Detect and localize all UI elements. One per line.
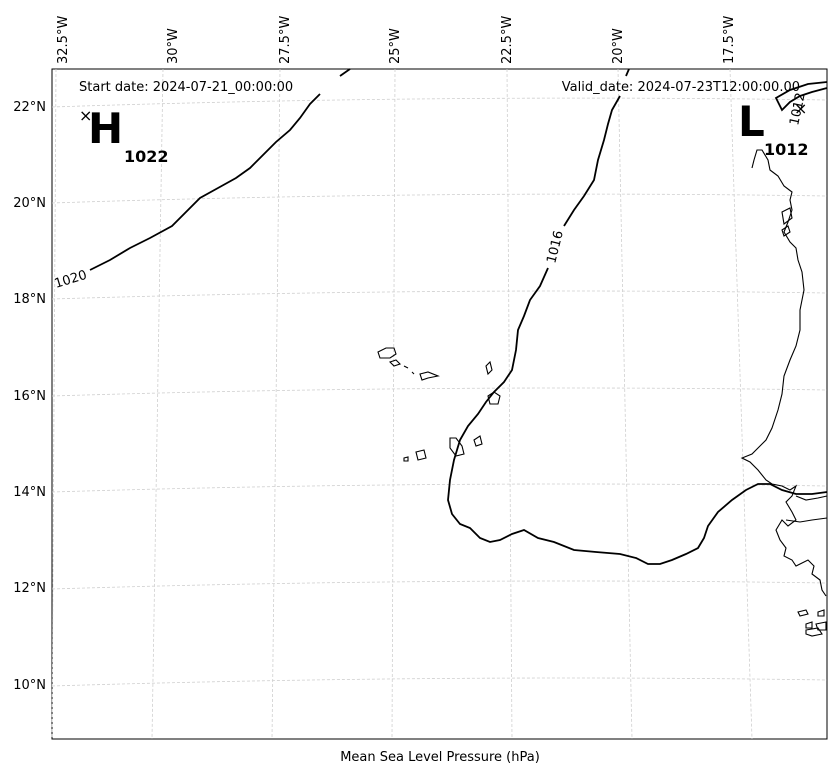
island xyxy=(415,449,427,461)
lat-tick: 22°N xyxy=(13,100,46,115)
high-value: 1022 xyxy=(124,147,169,166)
island xyxy=(411,371,415,375)
x-axis-label: Mean Sea Level Pressure (hPa) xyxy=(340,750,540,765)
lat-tick: 10°N xyxy=(13,678,46,693)
longitude-ticks: 32.5°W 30°W 27.5°W 25°W 22.5°W 20°W 17.5… xyxy=(56,16,737,64)
bissagos-islet xyxy=(817,609,825,617)
lat-tick: 18°N xyxy=(13,292,46,307)
bissagos-islet xyxy=(805,621,813,629)
coastline xyxy=(740,149,828,637)
island xyxy=(388,359,402,367)
high-letter: H xyxy=(88,104,123,153)
low-value: 1012 xyxy=(764,140,809,159)
lat-tick: 20°N xyxy=(13,196,46,211)
bissagos-islet xyxy=(805,627,823,637)
lon-tick: 17.5°W xyxy=(722,16,737,64)
island xyxy=(403,456,409,462)
graticule xyxy=(51,68,828,740)
lon-tick: 32.5°W xyxy=(56,16,71,64)
start-date: Start date: 2024-07-21_00:00:00 xyxy=(79,80,293,95)
africa-coastline xyxy=(740,149,827,597)
low-letter: L xyxy=(738,97,765,146)
lat-tick: 14°N xyxy=(13,485,46,500)
lon-tick: 22.5°W xyxy=(500,16,515,64)
isobar-1012 xyxy=(774,81,828,112)
island xyxy=(449,437,465,457)
isobar-label-1012: 1012 xyxy=(787,91,809,126)
cape-verde-islands xyxy=(377,347,501,462)
lat-tick: 12°N xyxy=(13,581,46,596)
lat-tick: 16°N xyxy=(13,389,46,404)
latitude-ticks: 22°N 20°N 18°N 16°N 14°N 12°N 10°N xyxy=(13,100,46,693)
bissagos-islet xyxy=(797,609,809,617)
lon-tick: 30°W xyxy=(166,28,181,64)
island xyxy=(419,371,440,381)
lon-tick: 25°W xyxy=(388,28,403,64)
high-pressure-center: × H 1022 xyxy=(79,104,169,166)
low-pressure-center: × L 1012 xyxy=(738,97,809,159)
isobar-1016 xyxy=(447,68,828,565)
bissagos-islet xyxy=(815,621,827,631)
island xyxy=(473,435,483,447)
gambia-river xyxy=(785,517,828,523)
valid-date: Valid_date: 2024-07-23T12:00:00.00 xyxy=(562,80,800,95)
island xyxy=(485,360,493,376)
lon-tick: 20°W xyxy=(611,28,626,64)
canary-islet xyxy=(781,207,793,225)
island xyxy=(403,365,409,369)
island xyxy=(377,347,397,359)
map-frame xyxy=(51,68,828,740)
lon-tick: 27.5°W xyxy=(278,16,293,64)
senegal-inlet xyxy=(795,495,828,501)
canary-islet xyxy=(781,225,791,237)
isobar-1020 xyxy=(89,68,351,271)
high-marker: × xyxy=(79,106,92,125)
low-marker: × xyxy=(794,99,807,118)
